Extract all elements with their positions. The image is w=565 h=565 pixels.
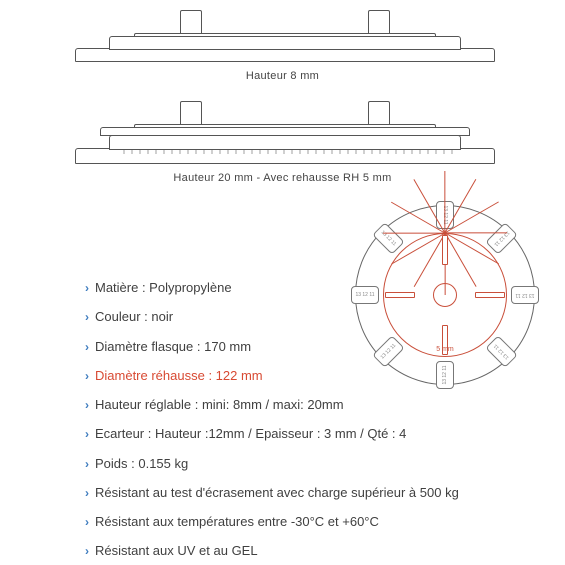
upper-flange [109, 135, 462, 150]
chevron-icon: › [85, 340, 89, 355]
spec-text: Ecarteur : Hauteur :12mm / Epaisseur : 3… [95, 426, 406, 442]
chevron-icon: › [85, 427, 89, 442]
spec-text: Poids : 0.155 kg [95, 456, 188, 472]
cross-tab [442, 235, 448, 265]
spec-text: Hauteur réglable : mini: 8mm / maxi: 20m… [95, 397, 344, 413]
spec-text: Résistant aux UV et au GEL [95, 543, 258, 559]
spacer-texture [117, 150, 453, 154]
chevron-icon: › [85, 486, 89, 501]
spec-text: Matière : Polypropylène [95, 280, 232, 296]
spec-row: › Couleur : noir [85, 309, 535, 325]
spec-row: › Résistant au test d'écrasement avec cha… [85, 485, 535, 501]
chevron-icon: › [85, 515, 89, 530]
spec-text: Diamètre réhausse : 122 mm [95, 368, 263, 384]
side-drawing-8mm [75, 10, 495, 70]
chevron-icon: › [85, 544, 89, 559]
caption-8mm: Hauteur 8 mm [0, 70, 565, 82]
spoke [383, 232, 445, 233]
side-drawing-20mm [75, 90, 495, 170]
base-plate [75, 48, 495, 62]
spec-list: ›Matière : Polypropylène›Couleur : noir›… [85, 280, 535, 565]
spec-row: › Poids : 0.155 kg [85, 456, 535, 472]
chevron-icon: › [85, 310, 89, 325]
chevron-icon: › [85, 281, 89, 296]
spec-row: › Hauteur réglable : mini: 8mm / maxi: 20… [85, 397, 535, 413]
spoke [444, 171, 445, 233]
spec-row: › Résistant aux températures entre -30°C … [85, 514, 535, 530]
post-left [180, 10, 202, 34]
post-left [180, 101, 202, 125]
post-right [368, 10, 390, 34]
spec-row: › Ecarteur : Hauteur :12mm / Epaisseur : … [85, 426, 535, 442]
spec-row: › Résistant aux UV et au GEL [85, 543, 535, 559]
page: Hauteur 8 mm Hauteur 20 mm - Avec rehaus… [0, 0, 565, 565]
chevron-icon: › [85, 369, 89, 384]
spec-text: Résistant aux températures entre -30°C e… [95, 514, 379, 530]
spec-text: Diamètre flasque : 170 mm [95, 339, 251, 355]
spec-text: Couleur : noir [95, 309, 173, 325]
chevron-icon: › [85, 457, 89, 472]
caption-20mm: Hauteur 20 mm - Avec rehausse RH 5 mm [0, 172, 565, 184]
spec-row: › Diamètre flasque : 170 mm [85, 339, 535, 355]
spoke [445, 232, 507, 233]
chevron-icon: › [85, 398, 89, 413]
spec-row: › Diamètre réhausse : 122 mm [85, 368, 535, 384]
spacer-ring [100, 127, 470, 136]
post-right [368, 101, 390, 125]
upper-flange [109, 36, 462, 50]
spec-row: › Matière : Polypropylène [85, 280, 535, 296]
spec-text: Résistant au test d'écrasement avec char… [95, 485, 459, 501]
